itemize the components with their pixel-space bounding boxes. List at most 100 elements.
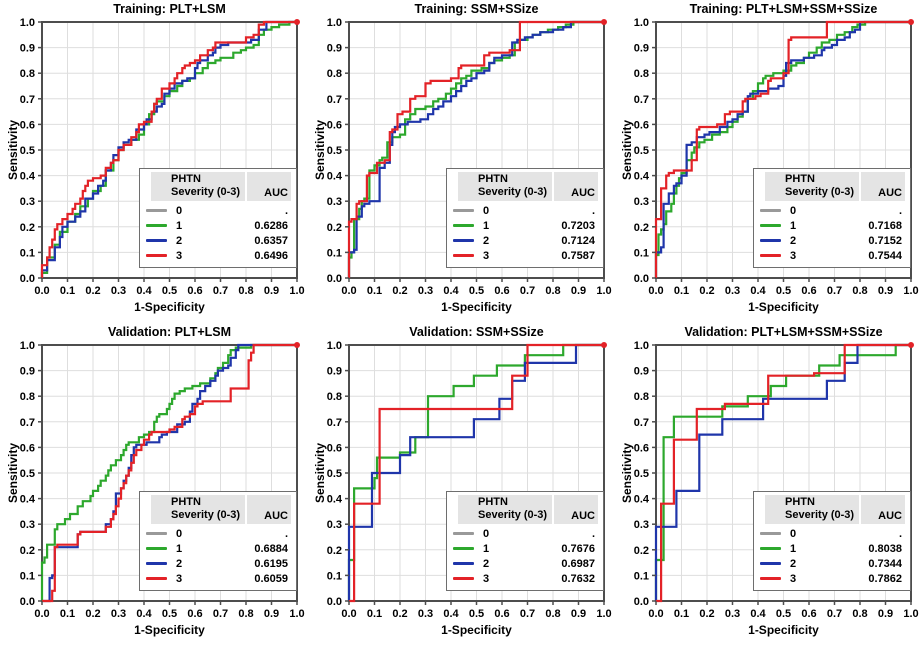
- y-tick-label: 0.3: [634, 519, 649, 531]
- x-tick-label: 1.0: [903, 285, 918, 297]
- roc-plot: 0.0 0.1 0.2 0.3 0.4 0.5 0.6 0.7 0.8 0.9 1.00.00.10…: [20, 340, 305, 620]
- series-label: 2: [483, 234, 490, 247]
- y-tick-label: 0.7: [634, 94, 649, 106]
- end-marker-dot: [601, 342, 607, 348]
- roc-curve-severity-2: [654, 343, 911, 601]
- end-marker-dot: [601, 19, 607, 25]
- series-swatch: [146, 547, 167, 550]
- y-tick-label: 0.3: [20, 519, 35, 531]
- series-swatch: [453, 254, 474, 257]
- series-auc-value: 0.7344: [868, 557, 902, 570]
- legend-title-line2: Severity (0-3): [478, 186, 548, 198]
- roc-curve-severity-2: [40, 20, 297, 278]
- x-tick-label: 0.9: [878, 285, 893, 297]
- x-tick-label: 0.4: [750, 285, 766, 297]
- roc-plot: 0.0 0.1 0.2 0.3 0.4 0.5 0.6 0.7 0.8 0.9 1.00.00.10…: [327, 340, 612, 620]
- series-label: 0: [790, 527, 797, 540]
- roc-curve-severity-3: [654, 20, 911, 278]
- y-tick-label: 0.1: [327, 570, 342, 582]
- y-tick-label: 0.2: [20, 222, 35, 234]
- series-swatch: [146, 562, 167, 565]
- y-tick-label: 0.6: [634, 442, 649, 454]
- legend-row: 2 0.6987: [451, 556, 598, 571]
- y-tick-label: 0.8: [634, 68, 649, 80]
- y-tick-label: 1.0: [327, 340, 342, 352]
- y-tick-label: 0.8: [20, 68, 35, 80]
- y-tick-label: 0.5: [20, 145, 35, 157]
- x-tick-label: 0.0: [34, 285, 49, 297]
- y-tick-label: 0.9: [327, 43, 342, 55]
- auc-legend: PHTN Severity (0-3) AUC 0. 1 0.6884 2 0.61…: [139, 491, 297, 591]
- y-tick-label: 0.9: [634, 366, 649, 378]
- y-tick-label: 0.0: [20, 273, 35, 285]
- series-swatch: [453, 224, 474, 227]
- legend-row: 0.: [451, 526, 598, 541]
- panel-title: Validation: PLT+LSM: [107, 325, 232, 339]
- series-swatch: [760, 532, 781, 535]
- series-label: 3: [790, 249, 797, 262]
- x-tick-label: 0.2: [392, 608, 407, 620]
- roc-curve-severity-3: [42, 343, 297, 603]
- series-auc-value: 0.7544: [868, 249, 902, 262]
- legend-row: 0.: [451, 203, 598, 218]
- end-marker-dot: [294, 19, 300, 25]
- end-marker-dot: [908, 19, 914, 25]
- x-tick-label: 0.6: [494, 608, 509, 620]
- x-tick-label: 0.2: [85, 285, 100, 297]
- series-swatch: [146, 532, 167, 535]
- legend-row: 0.: [758, 526, 905, 541]
- x-axis-label: 1-Specificity: [441, 623, 512, 637]
- series-swatch: [760, 577, 781, 580]
- roc-curve-severity-1: [654, 20, 911, 278]
- panel-title: Training: SSM+SSize: [414, 2, 539, 16]
- series-label: 1: [790, 219, 797, 232]
- panel-training-ssm-ssize: Training: SSM+SSize Sensitivity 0.0 0.1 0.…: [307, 0, 613, 322]
- y-tick-label: 0.7: [327, 417, 342, 429]
- x-tick-label: 0.6: [801, 285, 816, 297]
- panel-title: Validation: SSM+SSize: [409, 325, 544, 339]
- series-label: 1: [483, 542, 490, 555]
- x-tick-label: 0.2: [699, 608, 714, 620]
- roc-curve-severity-3: [40, 20, 297, 278]
- legend-row: 0.: [758, 203, 905, 218]
- x-tick-label: 0.9: [571, 285, 586, 297]
- x-tick-label: 0.2: [85, 608, 100, 620]
- panel-validation-plt-lsm: Validation: PLT+LSM Sensitivity 0.0 0.1 0.…: [0, 323, 306, 645]
- legend-title-cell: PHTN Severity (0-3): [765, 495, 859, 524]
- x-tick-label: 0.4: [443, 608, 459, 620]
- y-tick-label: 0.5: [634, 468, 649, 480]
- roc-plot: 0.0 0.1 0.2 0.3 0.4 0.5 0.6 0.7 0.8 0.9 1.00.00.10…: [20, 17, 305, 297]
- x-tick-label: 0.6: [801, 608, 816, 620]
- y-tick-label: 0.3: [20, 196, 35, 208]
- x-tick-label: 0.3: [725, 285, 740, 297]
- y-tick-label: 0.1: [634, 247, 649, 259]
- x-tick-label: 0.3: [111, 285, 126, 297]
- roc-curve-severity-2: [654, 20, 911, 278]
- legend-auc-header: AUC: [861, 172, 905, 201]
- y-tick-label: 1.0: [327, 17, 342, 29]
- legend-row: 3 0.7632: [451, 571, 598, 586]
- x-tick-label: 0.1: [367, 285, 382, 297]
- y-tick-label: 1.0: [634, 340, 649, 352]
- series-swatch: [760, 224, 781, 227]
- x-tick-label: 0.0: [341, 285, 356, 297]
- x-tick-label: 0.8: [238, 608, 253, 620]
- y-tick-label: 0.9: [327, 366, 342, 378]
- x-tick-label: 0.5: [776, 608, 791, 620]
- legend-header: PHTN Severity (0-3) AUC: [458, 495, 598, 524]
- legend-title-cell: PHTN Severity (0-3): [151, 172, 245, 201]
- auc-legend: PHTN Severity (0-3) AUC 0. 1 0.7676 2 0.69…: [446, 491, 604, 591]
- y-tick-label: 0.0: [327, 273, 342, 285]
- x-tick-label: 0.3: [418, 608, 433, 620]
- y-tick-label: 0.0: [634, 596, 649, 608]
- series-auc-value: 0.7203: [561, 219, 595, 232]
- x-tick-label: 0.7: [520, 285, 535, 297]
- roc-curve-severity-3: [349, 343, 604, 603]
- legend-row: 2 0.7344: [758, 556, 905, 571]
- legend-row: 1 0.7168: [758, 218, 905, 233]
- series-swatch: [146, 577, 167, 580]
- x-axis-label: 1-Specificity: [441, 300, 512, 314]
- x-tick-label: 1.0: [289, 608, 304, 620]
- legend-title-line2: Severity (0-3): [785, 509, 855, 521]
